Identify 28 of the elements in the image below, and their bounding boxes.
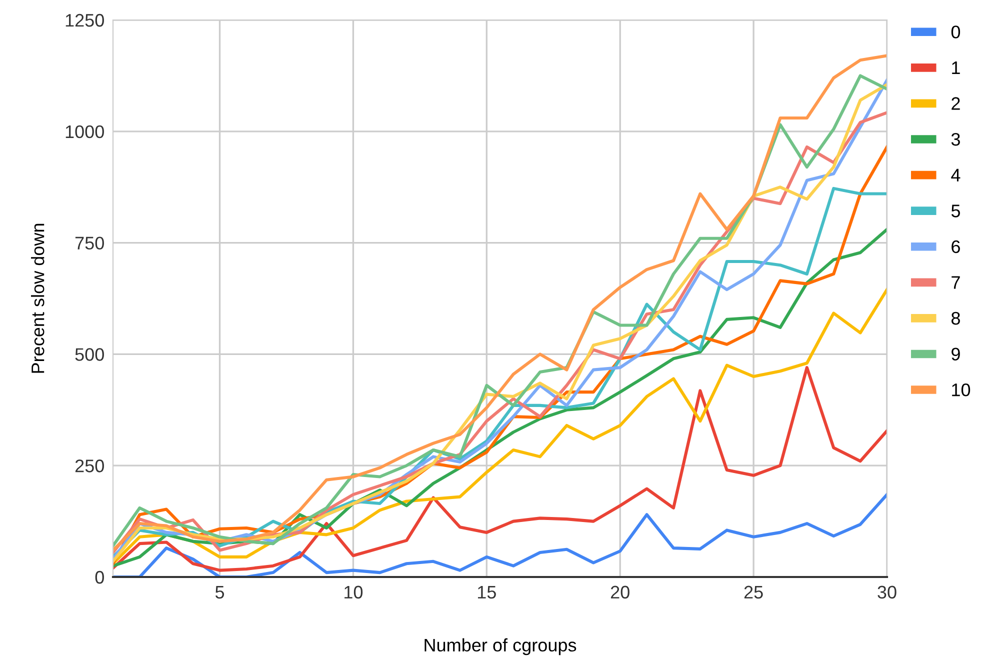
line-series — [113, 288, 887, 566]
y-tick-label: 250 — [75, 460, 104, 472]
y-tick-label: 500 — [75, 348, 104, 361]
legend-label: 6 — [952, 240, 960, 254]
legend-label: 2 — [952, 97, 960, 110]
x-tick-label: 30 — [878, 586, 896, 599]
x-tick-label: 25 — [744, 586, 763, 599]
x-tick-label: 5 — [215, 586, 224, 599]
legend-label: 1 — [952, 62, 960, 74]
y-axis-title: Precent slow down — [31, 224, 44, 373]
x-tick-label: 15 — [478, 586, 496, 599]
y-tick-label: 1000 — [66, 125, 104, 138]
line-series — [113, 366, 887, 572]
legend-label: 8 — [951, 312, 960, 325]
legend-label: 9 — [952, 348, 960, 360]
legend-label: 5 — [951, 204, 960, 218]
legend-label: 10 — [952, 383, 970, 396]
legend-label: 4 — [951, 168, 960, 182]
line-series — [113, 493, 887, 577]
y-tick-label: 1250 — [66, 14, 104, 27]
y-tick-label: 750 — [75, 236, 104, 250]
y-tick-label: 0 — [95, 570, 104, 584]
x-axis-title: Number of cgroups — [424, 638, 576, 656]
x-tick-label: 10 — [344, 586, 363, 599]
x-tick-label: 20 — [610, 586, 630, 599]
legend-label: 0 — [951, 26, 960, 38]
legend-label: 3 — [951, 132, 960, 146]
legend-label: 7 — [952, 276, 960, 289]
